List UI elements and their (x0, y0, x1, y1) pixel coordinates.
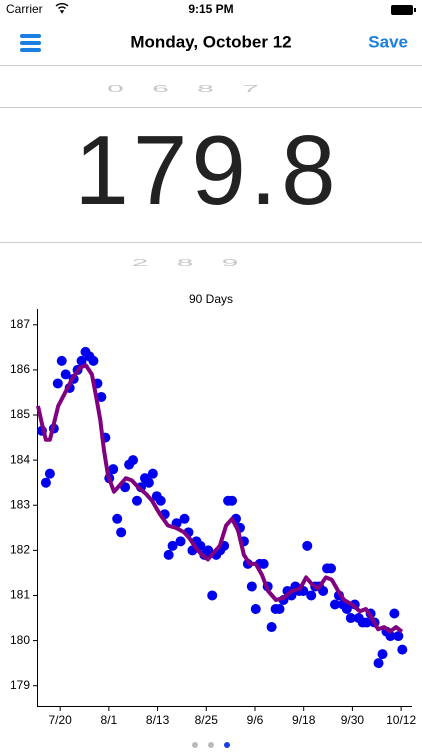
data-point (227, 495, 238, 506)
y-tick-label: 181 (10, 588, 30, 602)
data-point (397, 644, 408, 655)
x-tick-label: 9/6 (247, 713, 264, 727)
picker-below: 2 8 9 (132, 256, 249, 268)
menu-button[interactable] (20, 34, 41, 52)
data-point (175, 536, 186, 547)
data-point (155, 495, 166, 506)
wifi-icon (55, 3, 69, 14)
data-point (96, 391, 107, 402)
data-point (341, 604, 352, 615)
data-point (306, 590, 317, 601)
chart-title: 90 Days (189, 292, 233, 306)
x-tick-label: 8/25 (195, 713, 219, 727)
data-point (302, 540, 313, 551)
data-point (258, 558, 269, 569)
battery-icon (391, 5, 413, 15)
battery-tip (414, 8, 416, 12)
data-point (377, 649, 388, 660)
page-dot-active[interactable] (224, 742, 230, 748)
data-point (128, 455, 139, 466)
data-point (274, 604, 285, 615)
nav-title: Monday, October 12 (130, 32, 291, 51)
data-point (393, 631, 404, 642)
y-tick-label: 187 (10, 317, 30, 331)
y-tick-label: 182 (10, 543, 30, 557)
data-point (373, 658, 384, 669)
x-tick-label: 9/30 (341, 713, 365, 727)
data-point (179, 513, 190, 524)
data-point (52, 378, 63, 389)
data-point (88, 355, 99, 366)
data-point (108, 464, 119, 475)
data-point (167, 540, 178, 551)
data-point (40, 477, 51, 488)
x-tick-label: 10/12 (386, 713, 416, 727)
data-point (207, 590, 218, 601)
page-dot[interactable] (192, 742, 198, 748)
menu-bar (20, 41, 41, 45)
data-point (203, 545, 214, 556)
page-dot[interactable] (208, 742, 214, 748)
x-tick-label: 8/1 (101, 713, 118, 727)
moving-average-line (36, 363, 404, 634)
data-point (76, 355, 87, 366)
data-point (326, 563, 337, 574)
picker-value[interactable]: 179.8 (74, 115, 339, 225)
data-point (143, 477, 154, 488)
data-point (163, 549, 174, 560)
data-point (385, 631, 396, 642)
x-tick-label: 7/20 (48, 713, 72, 727)
data-point (389, 608, 400, 619)
y-tick-label: 186 (10, 362, 30, 376)
data-point (246, 581, 257, 592)
data-point (116, 527, 127, 538)
y-tick-label: 184 (10, 452, 30, 466)
data-point (345, 613, 356, 624)
y-tick-label: 180 (10, 633, 30, 647)
clock: 9:15 PM (188, 2, 233, 16)
save-button[interactable]: Save (368, 32, 408, 51)
data-point (329, 599, 340, 610)
y-tick-label: 179 (10, 678, 30, 692)
data-point (131, 495, 142, 506)
y-tick-label: 185 (10, 407, 30, 421)
picker-above: 0 6 8 7 (107, 82, 269, 94)
menu-bar (20, 34, 41, 38)
data-point (147, 468, 158, 479)
x-tick-label: 8/13 (146, 713, 170, 727)
data-point (112, 513, 123, 524)
data-point (60, 369, 71, 380)
data-point (44, 468, 55, 479)
carrier: Carrier (6, 2, 43, 16)
x-tick-label: 9/18 (292, 713, 316, 727)
menu-bar (20, 48, 41, 52)
y-tick-label: 183 (10, 497, 30, 511)
data-point (56, 355, 67, 366)
data-point (361, 617, 372, 628)
data-point (250, 604, 261, 615)
data-point (266, 622, 277, 633)
